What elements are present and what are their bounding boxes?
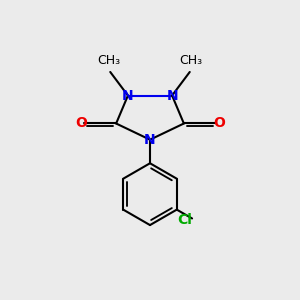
- Text: N: N: [122, 88, 134, 103]
- Text: N: N: [144, 133, 156, 147]
- Text: CH₃: CH₃: [97, 54, 120, 67]
- Text: Cl: Cl: [177, 213, 192, 227]
- Text: N: N: [166, 88, 178, 103]
- Text: O: O: [213, 116, 225, 130]
- Text: CH₃: CH₃: [180, 54, 203, 67]
- Text: O: O: [75, 116, 87, 130]
